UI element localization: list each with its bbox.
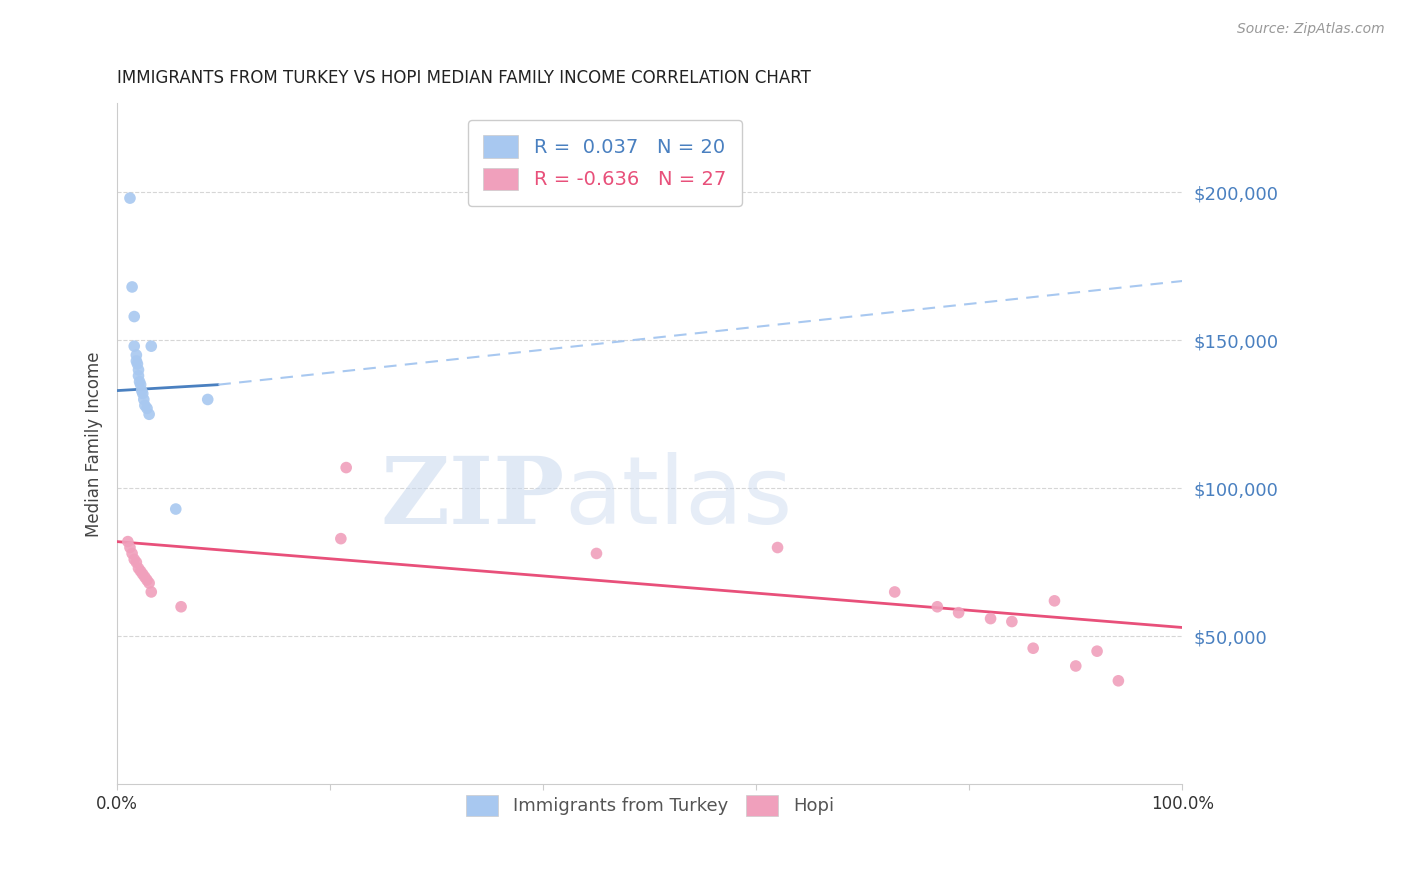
- Point: [136, 573, 159, 587]
- Point: [766, 541, 789, 555]
- Point: [948, 606, 970, 620]
- Point: [117, 534, 139, 549]
- Point: [132, 386, 155, 401]
- Point: [127, 561, 149, 575]
- Point: [127, 357, 149, 371]
- Point: [121, 546, 143, 560]
- Point: [132, 567, 155, 582]
- Point: [127, 363, 149, 377]
- Point: [1085, 644, 1108, 658]
- Point: [927, 599, 949, 614]
- Point: [1022, 641, 1045, 656]
- Point: [125, 354, 148, 368]
- Point: [122, 339, 145, 353]
- Point: [121, 280, 143, 294]
- Point: [141, 585, 163, 599]
- Point: [1043, 594, 1066, 608]
- Text: IMMIGRANTS FROM TURKEY VS HOPI MEDIAN FAMILY INCOME CORRELATION CHART: IMMIGRANTS FROM TURKEY VS HOPI MEDIAN FA…: [117, 69, 811, 87]
- Point: [1107, 673, 1129, 688]
- Text: ZIP: ZIP: [380, 453, 565, 543]
- Point: [129, 564, 152, 578]
- Point: [585, 546, 607, 560]
- Point: [125, 555, 148, 569]
- Point: [125, 348, 148, 362]
- Point: [980, 611, 1002, 625]
- Point: [138, 407, 160, 421]
- Point: [131, 384, 153, 398]
- Point: [165, 502, 187, 516]
- Text: atlas: atlas: [565, 452, 793, 544]
- Point: [118, 191, 141, 205]
- Point: [127, 368, 149, 383]
- Point: [136, 401, 159, 416]
- Point: [134, 398, 156, 412]
- Point: [197, 392, 219, 407]
- Point: [335, 460, 357, 475]
- Point: [883, 585, 905, 599]
- Legend: Immigrants from Turkey, Hopi: Immigrants from Turkey, Hopi: [458, 788, 841, 823]
- Point: [122, 552, 145, 566]
- Point: [1001, 615, 1024, 629]
- Point: [138, 576, 160, 591]
- Y-axis label: Median Family Income: Median Family Income: [86, 351, 103, 537]
- Point: [141, 339, 163, 353]
- Text: Source: ZipAtlas.com: Source: ZipAtlas.com: [1237, 22, 1385, 37]
- Point: [134, 570, 156, 584]
- Point: [329, 532, 352, 546]
- Point: [170, 599, 193, 614]
- Point: [1064, 659, 1087, 673]
- Point: [118, 541, 141, 555]
- Point: [122, 310, 145, 324]
- Point: [129, 377, 152, 392]
- Point: [132, 392, 155, 407]
- Point: [128, 375, 150, 389]
